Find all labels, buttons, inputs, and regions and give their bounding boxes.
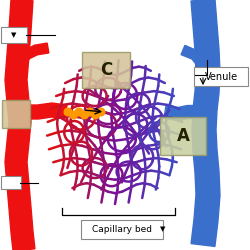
FancyBboxPatch shape [1,27,27,43]
Text: ▼: ▼ [160,226,166,232]
Polygon shape [181,46,207,68]
Circle shape [75,108,83,116]
Circle shape [97,108,105,116]
Polygon shape [29,103,67,119]
Polygon shape [191,0,220,246]
Circle shape [64,108,72,116]
FancyBboxPatch shape [160,117,206,155]
Polygon shape [164,106,193,120]
Polygon shape [5,0,35,250]
FancyBboxPatch shape [82,52,130,88]
Text: C: C [100,61,112,79]
FancyBboxPatch shape [1,176,21,189]
Circle shape [92,111,99,119]
Text: Capillary bed: Capillary bed [92,225,152,234]
Circle shape [81,111,88,119]
Text: ▼: ▼ [11,32,17,38]
FancyBboxPatch shape [2,100,30,128]
FancyBboxPatch shape [81,220,163,239]
Polygon shape [16,43,49,68]
Circle shape [70,111,77,119]
Text: Venule: Venule [204,72,238,82]
Circle shape [86,108,94,116]
FancyBboxPatch shape [194,67,248,86]
Text: A: A [176,127,190,145]
